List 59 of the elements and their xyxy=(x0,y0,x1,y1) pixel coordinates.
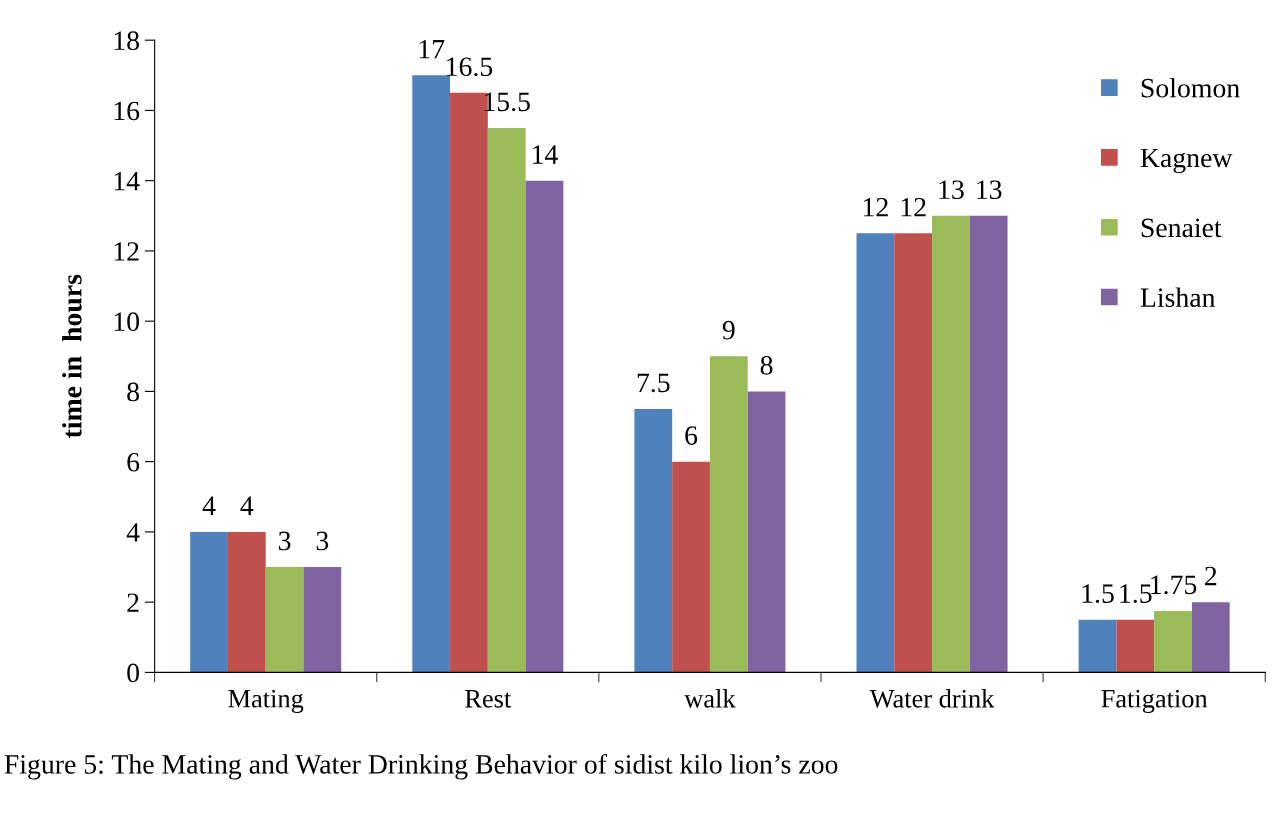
bar xyxy=(1154,610,1192,673)
bar xyxy=(487,127,526,673)
data-label: 7.5 xyxy=(637,373,670,393)
bar xyxy=(412,75,451,673)
bar xyxy=(190,531,228,673)
y-tick-label: 12 xyxy=(114,242,139,261)
caption: Figure 5: The Mating and Water Drinking Behavior of sidist kilo lion’s zoo xyxy=(4,753,838,780)
data-label: 9 xyxy=(722,320,735,340)
y-tick-label: 0 xyxy=(127,663,139,683)
bar xyxy=(1191,602,1230,673)
y-tick-label: 6 xyxy=(127,452,140,472)
data-label: 8 xyxy=(760,355,773,375)
data-label: 1.5 xyxy=(1120,584,1152,604)
legend-label: Senaiet xyxy=(1141,218,1222,238)
x-tick-label: walk xyxy=(684,689,736,708)
x-tick-label: Fatigation xyxy=(1101,689,1208,713)
bar xyxy=(856,233,895,673)
data-label: 1.5 xyxy=(1082,584,1114,604)
bar xyxy=(303,567,342,673)
data-label: 12 xyxy=(901,197,926,217)
legend-label: Solomon xyxy=(1141,77,1240,98)
data-label: 12 xyxy=(863,197,888,217)
y-tick-label: 8 xyxy=(127,382,139,402)
data-label: 4 xyxy=(202,496,216,515)
data-label: 2 xyxy=(1205,566,1217,586)
bar xyxy=(932,215,970,673)
bar xyxy=(1078,619,1117,673)
bar xyxy=(672,461,710,673)
bar xyxy=(634,408,673,673)
bar xyxy=(1116,619,1155,673)
bar xyxy=(894,233,933,673)
data-label: 6 xyxy=(685,426,698,445)
data-label: 1.75 xyxy=(1151,575,1197,595)
y-tick-label: 4 xyxy=(126,523,140,542)
y-tick-label: 18 xyxy=(114,31,139,51)
data-label: 13 xyxy=(977,180,1002,200)
x-tick-label: Water drink xyxy=(869,689,995,708)
bar xyxy=(747,391,786,673)
data-label: 4 xyxy=(240,496,254,515)
x-tick-label: Mating xyxy=(228,689,304,713)
y-tick-label: 14 xyxy=(114,171,140,191)
bar xyxy=(227,531,266,673)
y-tick-label: 2 xyxy=(127,593,139,612)
legend-label: Kagnew xyxy=(1140,148,1233,174)
data-label: 17 xyxy=(419,39,445,59)
legend-label: Lishan xyxy=(1140,287,1216,308)
x-tick-label: Rest xyxy=(465,690,512,708)
data-label: 14 xyxy=(533,145,558,164)
data-label: 16.5 xyxy=(447,57,493,77)
data-label: 3 xyxy=(316,531,329,551)
bar xyxy=(969,215,1008,673)
data-label: 3 xyxy=(278,531,291,551)
bar xyxy=(525,180,564,673)
y-tick-label: 16 xyxy=(114,101,140,121)
y-axis-title: time in hours xyxy=(62,274,82,439)
data-label: 13 xyxy=(939,180,964,200)
bar xyxy=(265,567,304,673)
y-tick-label: 10 xyxy=(114,312,139,332)
bar xyxy=(709,356,748,673)
